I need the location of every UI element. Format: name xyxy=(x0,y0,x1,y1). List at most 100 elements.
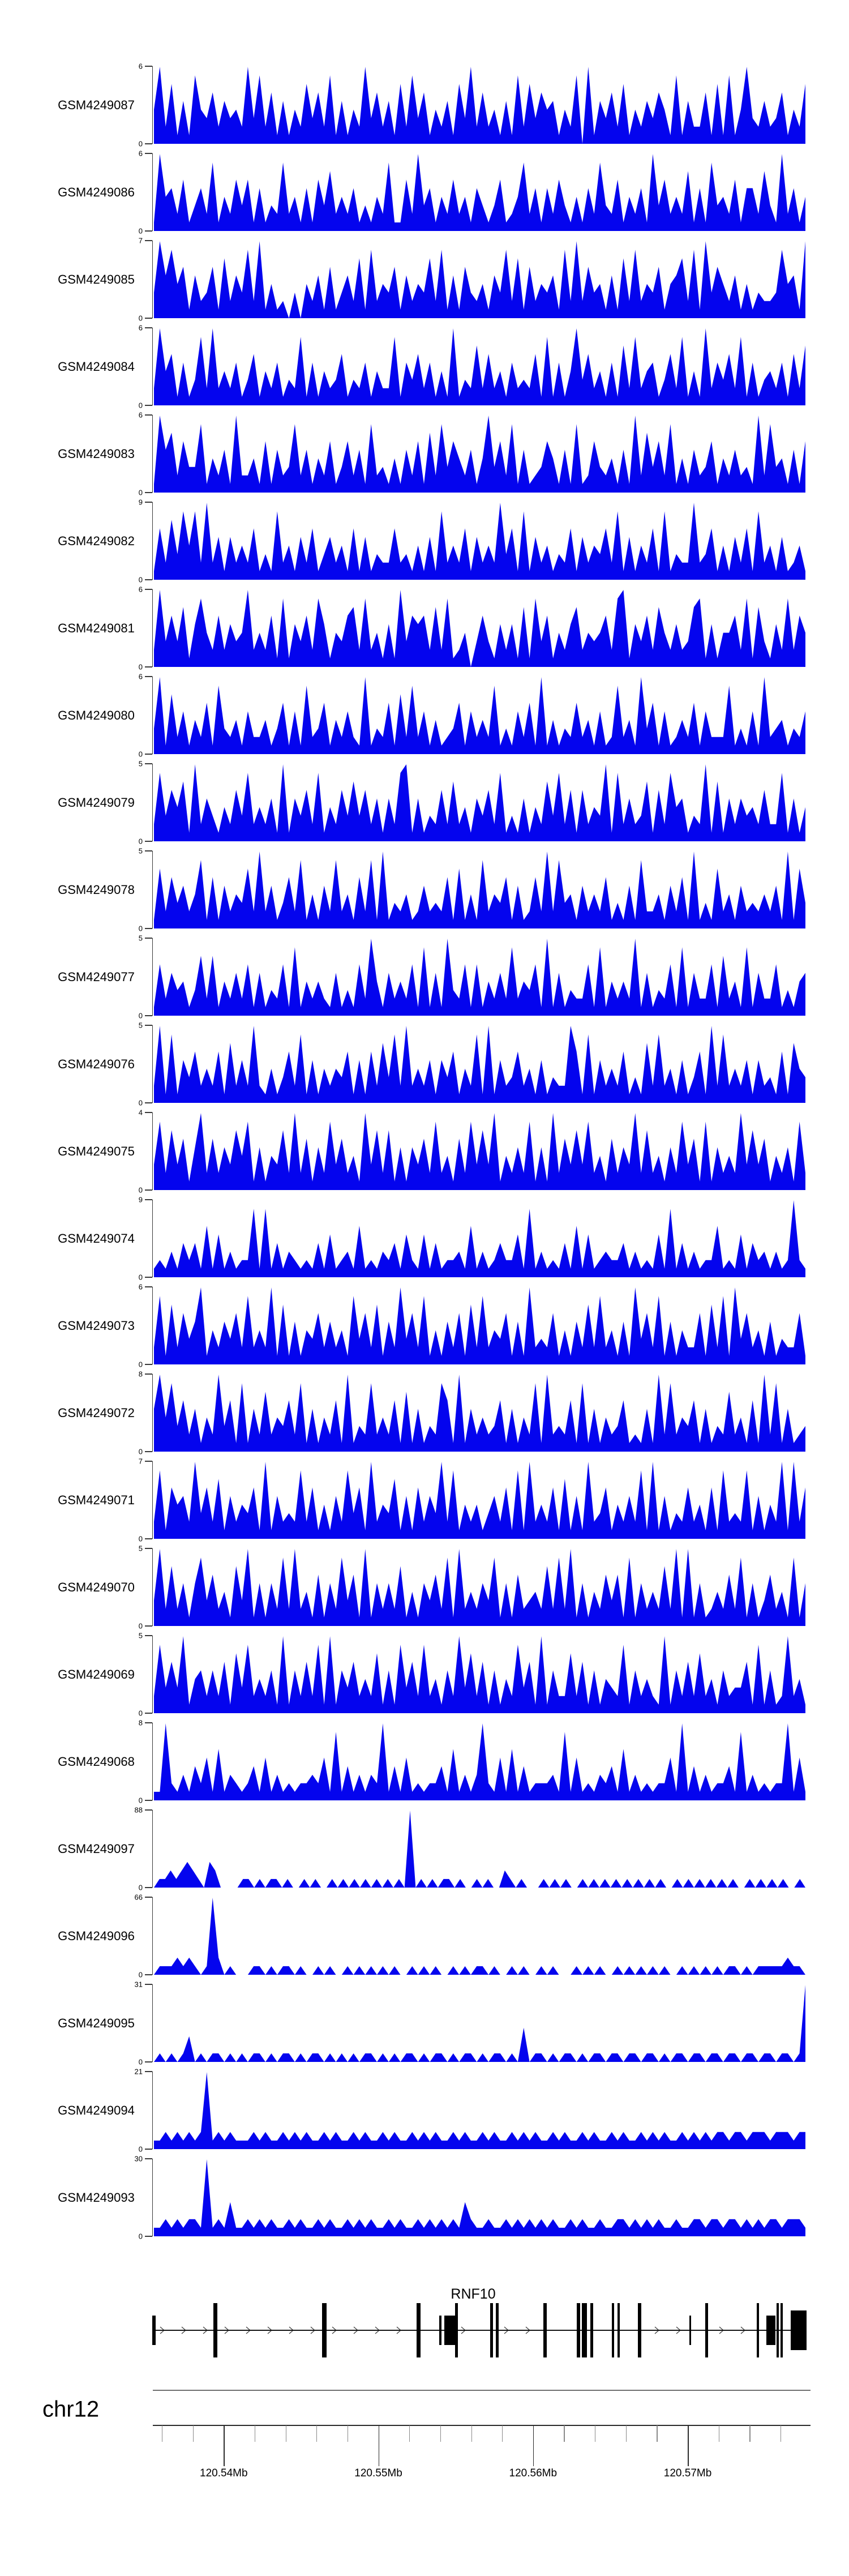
track-zero-label: 0 xyxy=(138,1186,143,1195)
track-label: GSM4249078 xyxy=(58,882,135,897)
axis-major-tick xyxy=(224,2425,225,2466)
axis-tick-label: 120.54Mb xyxy=(200,2467,248,2479)
track-yaxis-tick-top xyxy=(145,1025,152,1026)
signal-polygon xyxy=(154,1375,805,1452)
track-yaxis-line xyxy=(152,1287,153,1364)
exon-box xyxy=(322,2303,327,2357)
axis-minor-tick xyxy=(471,2425,472,2442)
track-ymax-label: 5 xyxy=(138,1021,143,1030)
signal-polygon xyxy=(154,1200,805,1277)
track-signal-area xyxy=(154,1811,805,1888)
track-signal-area xyxy=(154,677,805,754)
track-zero-label: 0 xyxy=(138,924,143,933)
track-label: GSM4249097 xyxy=(58,1841,135,1856)
track-yaxis-tick-bottom xyxy=(145,2149,152,2150)
track-yaxis-line xyxy=(152,502,153,580)
axis-major-tick xyxy=(688,2425,689,2466)
track-yaxis-tick-top xyxy=(145,502,152,503)
track-yaxis-line xyxy=(152,1461,153,1539)
track-yaxis-tick-bottom xyxy=(145,1451,152,1452)
track-yaxis-line xyxy=(152,415,153,493)
track-zero-label: 0 xyxy=(138,1796,143,1805)
track-zero-label: 0 xyxy=(138,750,143,759)
track-zero-label: 0 xyxy=(138,1534,143,1543)
signal-polygon xyxy=(154,241,805,318)
track-zero-label: 0 xyxy=(138,2057,143,2066)
track-signal-area xyxy=(154,851,805,928)
track-yaxis-line xyxy=(152,1025,153,1103)
track-label: GSM4249082 xyxy=(58,533,135,548)
track-yaxis-line xyxy=(152,589,153,667)
signal-polygon xyxy=(154,1985,805,2062)
axis-tick-label: 120.56Mb xyxy=(509,2467,558,2479)
track-signal-area xyxy=(154,590,805,667)
track-signal-area xyxy=(154,2072,805,2149)
signal-polygon xyxy=(154,1636,805,1713)
track-label: GSM4249081 xyxy=(58,621,135,635)
track-yaxis-line xyxy=(152,1984,153,2062)
track-zero-label: 0 xyxy=(138,2232,143,2241)
axis-minor-tick xyxy=(625,2425,627,2442)
exon-box xyxy=(495,2303,499,2357)
track-zero-label: 0 xyxy=(138,662,143,671)
track-label: GSM4249094 xyxy=(58,2103,135,2117)
track-signal-area xyxy=(154,2159,805,2236)
track-yaxis-tick-bottom xyxy=(145,1887,152,1888)
track-yaxis-tick-bottom xyxy=(145,1102,152,1103)
track-signal-area xyxy=(154,1549,805,1626)
track-label: GSM4249079 xyxy=(58,795,135,810)
exon-box xyxy=(581,2303,587,2357)
signal-polygon xyxy=(154,764,805,841)
track-yaxis-tick-top xyxy=(145,1897,152,1898)
axis-minor-tick xyxy=(502,2425,503,2442)
track-yaxis-line xyxy=(152,1810,153,1888)
track-yaxis-tick-bottom xyxy=(145,492,152,493)
track-yaxis-line xyxy=(152,851,153,928)
signal-polygon xyxy=(154,1026,805,1103)
track-yaxis-tick-bottom xyxy=(145,754,152,755)
axis-minor-tick xyxy=(409,2425,410,2442)
axis-tick-label: 120.57Mb xyxy=(663,2467,712,2479)
axis-major-tick xyxy=(533,2425,534,2466)
track-zero-label: 0 xyxy=(138,1970,143,1979)
track-yaxis-tick-top xyxy=(145,153,152,154)
exon-box xyxy=(757,2303,759,2357)
exon-box xyxy=(152,2316,156,2345)
track-zero-label: 0 xyxy=(138,1360,143,1369)
track-yaxis-line xyxy=(152,1897,153,1975)
track-label: GSM4249073 xyxy=(58,1318,135,1333)
axis-minor-tick xyxy=(316,2425,318,2442)
exon-box xyxy=(213,2303,217,2357)
track-yaxis-tick-top xyxy=(145,1984,152,1985)
signal-polygon xyxy=(154,2072,805,2149)
track-ymax-label: 8 xyxy=(138,1718,143,1727)
track-ymax-label: 5 xyxy=(138,1631,143,1640)
track-ymax-label: 9 xyxy=(138,1195,143,1204)
track-label: GSM4249071 xyxy=(58,1492,135,1507)
track-yaxis-line xyxy=(152,1200,153,1277)
signal-polygon xyxy=(154,1898,805,1975)
track-ymax-label: 6 xyxy=(138,323,143,332)
track-ymax-label: 9 xyxy=(138,498,143,507)
track-signal-area xyxy=(154,1636,805,1713)
track-yaxis-tick-bottom xyxy=(145,2061,152,2062)
track-yaxis-line xyxy=(152,677,153,754)
track-zero-label: 0 xyxy=(138,139,143,148)
track-yaxis-tick-bottom xyxy=(145,1974,152,1975)
track-label: GSM4249074 xyxy=(58,1231,135,1246)
track-yaxis-tick-bottom xyxy=(145,841,152,842)
track-signal-area xyxy=(154,1287,805,1364)
ideogram-line xyxy=(153,2390,811,2391)
track-yaxis-line xyxy=(152,1723,153,1800)
track-yaxis-tick-top xyxy=(145,1809,152,1811)
track-signal-area xyxy=(154,1113,805,1190)
track-zero-label: 0 xyxy=(138,837,143,846)
chromosome-label: chr12 xyxy=(42,2397,100,2422)
axis-minor-tick xyxy=(440,2425,441,2442)
exon-box xyxy=(705,2303,708,2357)
track-yaxis-line xyxy=(152,2072,153,2149)
transcript-line xyxy=(154,2330,805,2331)
exon-box xyxy=(791,2310,807,2350)
track-yaxis-tick-top xyxy=(145,676,152,677)
track-yaxis-line xyxy=(152,1548,153,1626)
